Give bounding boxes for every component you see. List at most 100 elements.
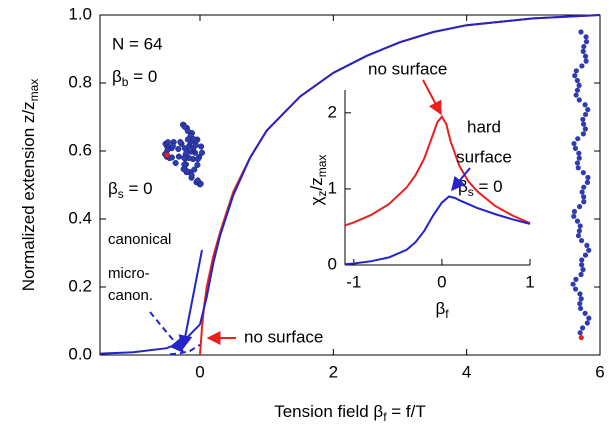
polymer-bead	[175, 145, 182, 153]
polymer-bead	[579, 257, 585, 263]
polymer-bead	[578, 237, 585, 244]
annotation: hard	[467, 117, 501, 136]
annotation-part: = 0	[128, 67, 157, 86]
annotation-part: s	[468, 185, 474, 199]
polymer-bead	[577, 291, 583, 297]
annotation: βs = 0	[458, 177, 503, 199]
polymer-bead	[584, 179, 591, 185]
x-tick-label: 1	[525, 272, 534, 291]
polymer-bead	[198, 143, 205, 150]
polymer-bead	[194, 161, 201, 168]
polymer-bead	[184, 127, 191, 135]
y-tick-label: 0.0	[68, 344, 92, 363]
y-axis-title-part: max	[27, 79, 41, 102]
polymer-bead	[573, 92, 579, 98]
polymer-bead	[583, 34, 589, 40]
inset-x-axis-title-part: β	[435, 299, 445, 318]
polymer-bead	[163, 151, 170, 159]
polymer-bead	[573, 276, 579, 282]
annotation-part: = 0	[124, 179, 153, 198]
inset-y-axis-title-part: max	[315, 155, 329, 178]
polymer-bead	[574, 218, 581, 224]
polymer-bead	[585, 174, 591, 181]
polymer-bead	[164, 139, 171, 146]
polymer-bead	[573, 68, 579, 74]
polymer-bead	[582, 310, 588, 316]
x-axis-title-part: f	[383, 410, 387, 424]
polymer-bead	[575, 165, 581, 171]
polymer-bead	[580, 116, 586, 122]
annotation-part: s	[118, 187, 124, 201]
x-axis-title: Tension field βf = f/T	[274, 402, 426, 424]
inset-x-axis-title: βf	[435, 299, 449, 321]
polymer-bead	[576, 150, 582, 156]
x-tick-label: -1	[346, 272, 361, 291]
polymer-bead	[172, 159, 179, 167]
polymer-bead	[583, 39, 590, 45]
annotation: N = 64	[112, 34, 163, 53]
annotation: no surface	[244, 327, 323, 346]
polymer-bead	[579, 63, 585, 69]
y-tick-label: 0	[328, 254, 337, 273]
polymer-bead	[584, 320, 590, 326]
polymer-bead	[577, 223, 583, 229]
polymer-bead	[580, 170, 586, 176]
x-tick-label: 0	[437, 272, 446, 291]
polymer-bead	[175, 153, 182, 160]
polymer-bead	[579, 189, 585, 195]
polymer-bead	[571, 213, 577, 219]
polymer-bead	[188, 172, 195, 179]
polymer-bead	[181, 154, 188, 161]
y-tick-label: 0.4	[68, 208, 92, 227]
polymer-bead	[586, 315, 592, 321]
inset-background	[345, 90, 530, 265]
polymer-bead	[577, 330, 583, 336]
inset-y-axis-title-part: /z	[307, 177, 326, 190]
annotation: canonical	[108, 231, 171, 248]
polymer-bead	[586, 247, 592, 253]
polymer-bead	[576, 204, 583, 210]
arrow	[451, 167, 471, 192]
y-tick-label: 2	[328, 102, 337, 121]
polymer-bead	[183, 149, 190, 156]
polymer-bead	[184, 136, 191, 143]
inset-y-axis-title-part: z	[315, 190, 329, 196]
annotation: βs = 0	[108, 179, 153, 201]
polymer-bead	[190, 136, 197, 143]
y-axis-title: Normalized extension z/zmax	[19, 79, 41, 292]
y-tick-label: 0.8	[68, 72, 92, 91]
polymer-bead	[577, 305, 584, 312]
y-tick-label: 1.0	[68, 4, 92, 23]
polymer-bead	[580, 325, 586, 331]
polymer-bead	[578, 271, 584, 278]
polymer-bead	[579, 262, 585, 268]
polymer-bead	[194, 177, 201, 184]
polymer-bead	[571, 208, 578, 215]
data-line	[344, 195, 531, 266]
polymer-bead	[194, 155, 202, 163]
annotation-part: b	[122, 75, 129, 89]
polymer-bead	[169, 142, 176, 150]
polymer-bead	[574, 160, 581, 166]
data-line	[169, 343, 201, 356]
polymer-bead	[580, 131, 586, 137]
annotation: micro-	[108, 265, 150, 282]
polymer-bead	[198, 149, 206, 156]
polymer-bead	[580, 267, 586, 273]
polymer-bead	[578, 334, 584, 341]
annotation: no surface	[368, 59, 447, 78]
polymer-bead	[577, 301, 583, 307]
polymer-bead	[571, 140, 577, 147]
polymer-bead	[180, 166, 187, 173]
annotation: βb = 0	[112, 67, 157, 89]
polymer-bead	[582, 252, 589, 258]
y-tick-label: 0.2	[68, 276, 92, 295]
polymer-bead	[581, 184, 587, 190]
polymer-bead	[582, 126, 588, 132]
polymer-bead	[581, 194, 587, 200]
polymer-bead	[580, 48, 586, 55]
polymer-bead	[574, 77, 580, 84]
polymer-bead	[576, 155, 582, 161]
inset-x-axis-title-part: f	[445, 307, 449, 321]
inset-y-axis-title-part: χ	[307, 196, 326, 205]
